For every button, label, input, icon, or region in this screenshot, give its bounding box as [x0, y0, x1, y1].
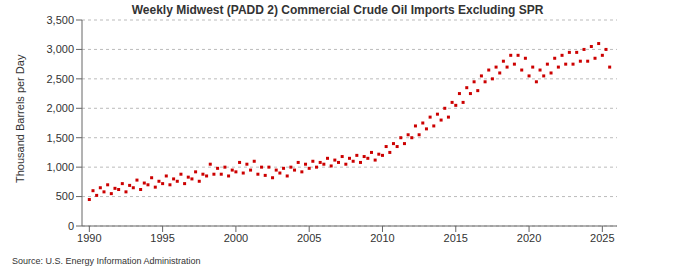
svg-text:2010: 2010: [370, 232, 394, 244]
svg-text:2000: 2000: [224, 232, 248, 244]
svg-text:2005: 2005: [297, 232, 321, 244]
html-text:Weekly Midwest (PADD 2) Commer: Weekly Midwest (PADD 2) Commercial Crude…: [131, 3, 544, 17]
svg-text:1,500: 1,500: [46, 132, 74, 144]
svg-text:500: 500: [56, 190, 74, 202]
svg-text:3,500: 3,500: [46, 14, 74, 26]
svg-text:1,000: 1,000: [46, 161, 74, 173]
svg-text:3,000: 3,000: [46, 43, 74, 55]
svg-text:2015: 2015: [444, 232, 468, 244]
svg-text:Thousand Barrels per Day: Thousand Barrels per Day: [14, 54, 26, 183]
svg-text:2,500: 2,500: [46, 73, 74, 85]
svg-text:1990: 1990: [77, 232, 101, 244]
html-text:Source: U.S. Energy Informatio: Source: U.S. Energy Information Administ…: [12, 256, 201, 266]
svg-text:0: 0: [68, 220, 74, 232]
svg-text:2,000: 2,000: [46, 102, 74, 114]
svg-text:1995: 1995: [150, 232, 174, 244]
svg-text:2025: 2025: [590, 232, 614, 244]
svg-text:2020: 2020: [517, 232, 541, 244]
